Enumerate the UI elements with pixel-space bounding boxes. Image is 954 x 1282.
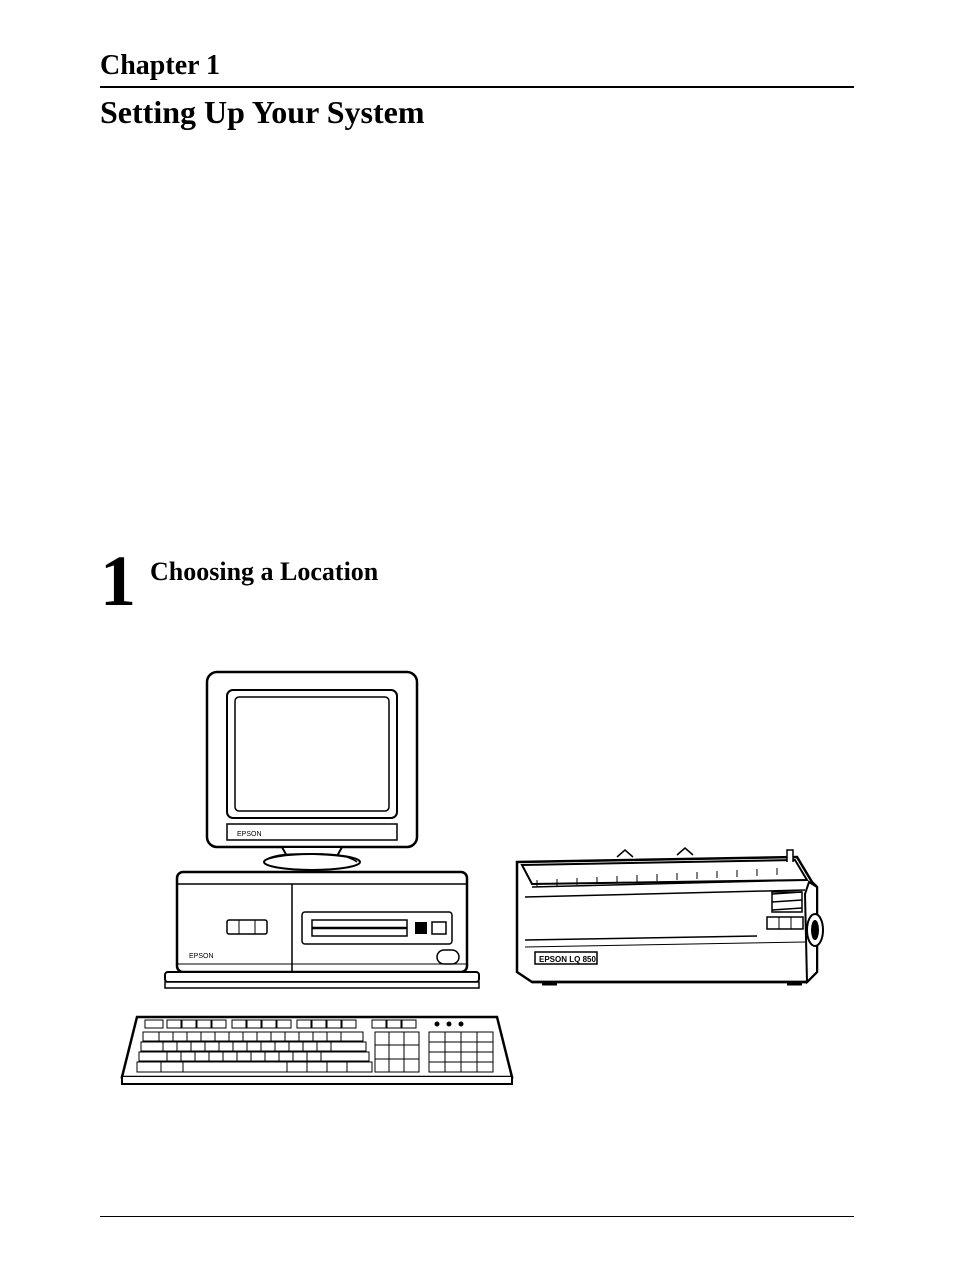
- keyboard-icon: [122, 1017, 512, 1084]
- step-number: 1: [100, 551, 136, 612]
- svg-text:EPSON LQ 850: EPSON LQ 850: [539, 955, 596, 964]
- printer-icon: EPSON LQ 850: [517, 848, 823, 984]
- page-footer-divider: [100, 1216, 854, 1217]
- desktop-tower-icon: EPSON: [165, 872, 479, 988]
- svg-text:EPSON: EPSON: [189, 953, 214, 960]
- illustration-area: EPSON EPSON: [100, 662, 854, 1092]
- section-heading: Choosing a Location: [150, 557, 378, 587]
- monitor-icon: EPSON: [207, 672, 417, 870]
- chapter-label: Chapter 1: [100, 50, 854, 84]
- computer-setup-icon: EPSON EPSON: [117, 662, 837, 1092]
- chapter-divider: [100, 86, 854, 88]
- section-block: 1 Choosing a Location: [100, 551, 854, 612]
- svg-text:EPSON: EPSON: [237, 831, 262, 838]
- chapter-title: Setting Up Your System: [100, 94, 854, 131]
